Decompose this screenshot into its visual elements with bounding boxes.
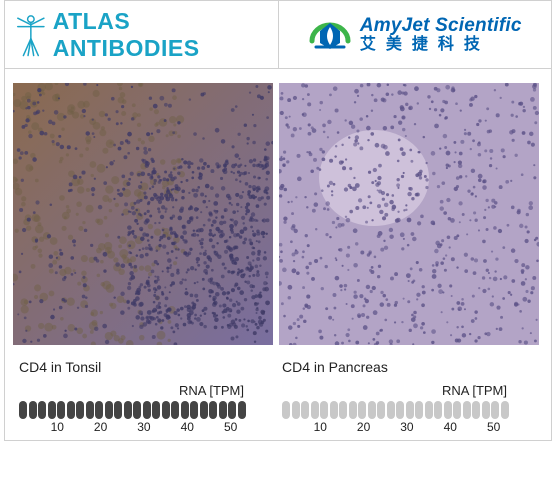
axis-tick: 50 [224, 420, 237, 434]
rna-segment [238, 401, 246, 419]
rna-segment [19, 401, 27, 419]
rna-segment [190, 401, 198, 419]
axis-tick: 10 [314, 420, 327, 434]
axis-tick: 20 [357, 420, 370, 434]
amyjet-logo: AmyJet Scientific 艾美捷科技 [308, 15, 522, 55]
rna-block-right: RNA [TPM] 10 20 30 40 50 [278, 383, 541, 438]
rna-ticks-left: 10 20 30 40 50 [19, 420, 274, 438]
caption-left: CD4 in Tonsil [15, 359, 278, 375]
amyjet-mark-icon [308, 15, 352, 55]
product-card: ATLAS ANTIBODIES AmyJet Scientific 艾美捷科技 [4, 0, 552, 441]
histology-image-pancreas [279, 83, 539, 345]
amyjet-english-text: AmyJet Scientific [360, 16, 522, 35]
rna-segment [38, 401, 46, 419]
rna-segment [124, 401, 132, 419]
rna-bar-right [282, 400, 537, 420]
rna-ticks-right: 10 20 30 40 50 [282, 420, 537, 438]
caption-right: CD4 in Pancreas [278, 359, 541, 375]
rna-segment [434, 401, 442, 419]
axis-tick: 30 [137, 420, 150, 434]
rna-block-left: RNA [TPM] 10 20 30 40 50 [15, 383, 278, 438]
atlas-brand-text: ATLAS ANTIBODIES [53, 8, 268, 62]
rna-segment [387, 401, 395, 419]
rna-segment [491, 401, 499, 419]
rna-segment [114, 401, 122, 419]
brand-atlas: ATLAS ANTIBODIES [5, 1, 278, 68]
header: ATLAS ANTIBODIES AmyJet Scientific 艾美捷科技 [5, 1, 551, 69]
rna-segment [171, 401, 179, 419]
axis-tick: 50 [487, 420, 500, 434]
rna-segment [282, 401, 290, 419]
rna-segment [320, 401, 328, 419]
atlas-logo: ATLAS ANTIBODIES [15, 8, 268, 62]
rna-segment [95, 401, 103, 419]
axis-tick: 30 [400, 420, 413, 434]
rna-segment [228, 401, 236, 419]
rna-segment [501, 401, 509, 419]
rna-segment [368, 401, 376, 419]
rna-bar-left [19, 400, 274, 420]
rna-segment [181, 401, 189, 419]
axis-tick: 20 [94, 420, 107, 434]
rna-segment [358, 401, 366, 419]
rna-segment [463, 401, 471, 419]
amyjet-chinese-text: 艾美捷科技 [360, 37, 522, 53]
rna-row: RNA [TPM] 10 20 30 40 50 RNA [TPM] 10 20 30 40 5… [5, 375, 551, 440]
axis-tick: 40 [444, 420, 457, 434]
rna-segment [482, 401, 490, 419]
rna-segment [200, 401, 208, 419]
rna-segment [444, 401, 452, 419]
rna-segment [292, 401, 300, 419]
rna-segment [453, 401, 461, 419]
rna-segment [76, 401, 84, 419]
rna-segment [86, 401, 94, 419]
rna-segment [57, 401, 65, 419]
rna-segment [209, 401, 217, 419]
rna-segment [396, 401, 404, 419]
images-row [5, 69, 551, 355]
amyjet-text-block: AmyJet Scientific 艾美捷科技 [360, 16, 522, 53]
rna-segment [152, 401, 160, 419]
rna-segment [29, 401, 37, 419]
rna-label-left: RNA [TPM] [179, 383, 244, 398]
brand-amyjet: AmyJet Scientific 艾美捷科技 [278, 1, 552, 68]
rna-segment [143, 401, 151, 419]
rna-segment [162, 401, 170, 419]
axis-tick: 10 [51, 420, 64, 434]
captions-row: CD4 in Tonsil CD4 in Pancreas [5, 355, 551, 375]
rna-segment [425, 401, 433, 419]
rna-segment [133, 401, 141, 419]
rna-label-right: RNA [TPM] [442, 383, 507, 398]
rna-segment [301, 401, 309, 419]
rna-segment [377, 401, 385, 419]
rna-segment [311, 401, 319, 419]
rna-segment [472, 401, 480, 419]
rna-segment [415, 401, 423, 419]
rna-segment [48, 401, 56, 419]
rna-segment [67, 401, 75, 419]
rna-segment [339, 401, 347, 419]
vitruvian-icon [15, 11, 47, 59]
rna-segment [406, 401, 414, 419]
rna-segment [330, 401, 338, 419]
rna-segment [349, 401, 357, 419]
axis-tick: 40 [181, 420, 194, 434]
rna-segment [105, 401, 113, 419]
histology-image-tonsil [13, 83, 273, 345]
rna-segment [219, 401, 227, 419]
